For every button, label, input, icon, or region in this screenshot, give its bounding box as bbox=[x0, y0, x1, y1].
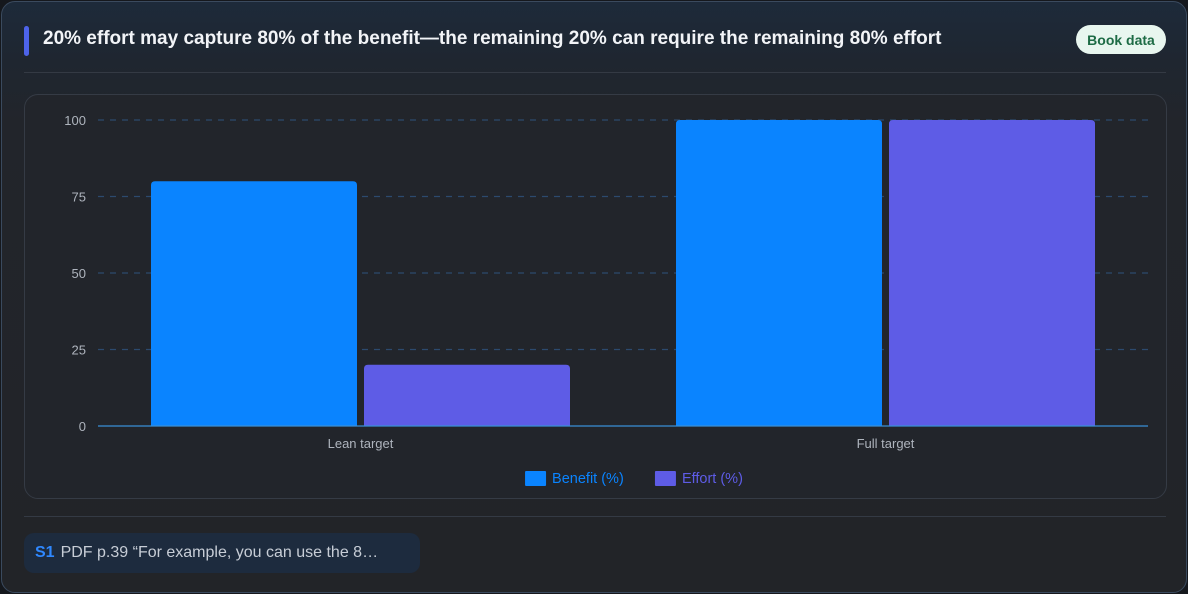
source-text: PDF p.39 “For example, you can use the 8… bbox=[60, 544, 379, 561]
legend-label: Benefit (%) bbox=[552, 471, 624, 487]
y-tick-label: 100 bbox=[64, 113, 86, 128]
y-tick-label: 25 bbox=[72, 343, 86, 358]
legend-swatch bbox=[654, 471, 676, 486]
source-citation[interactable]: S1 PDF p.39 “For example, you can use th… bbox=[24, 533, 420, 573]
footer-divider bbox=[24, 516, 1166, 517]
y-tick-label: 50 bbox=[72, 266, 86, 281]
book-data-button[interactable]: Book data bbox=[1076, 25, 1166, 54]
title-accent-bar bbox=[24, 26, 29, 56]
bar bbox=[889, 120, 1095, 426]
chart-panel: 0 25 50 75 100 Lean target Full target Benefit … bbox=[24, 94, 1167, 499]
bar-chart: 0 25 50 75 100 Lean target Full target Benefit … bbox=[64, 113, 1148, 487]
bar bbox=[676, 120, 882, 426]
legend-label: Effort (%) bbox=[682, 471, 743, 487]
bar bbox=[151, 181, 357, 426]
x-tick-label: Lean target bbox=[328, 436, 394, 451]
legend-swatch bbox=[525, 471, 547, 486]
y-tick-label: 0 bbox=[79, 419, 86, 434]
header-divider bbox=[24, 72, 1166, 73]
bar bbox=[364, 364, 570, 426]
y-tick-label: 75 bbox=[72, 190, 86, 205]
x-tick-label: Full target bbox=[857, 436, 915, 451]
source-id: S1 bbox=[35, 544, 55, 561]
chart-title: 20% effort may capture 80% of the benefi… bbox=[43, 28, 942, 49]
